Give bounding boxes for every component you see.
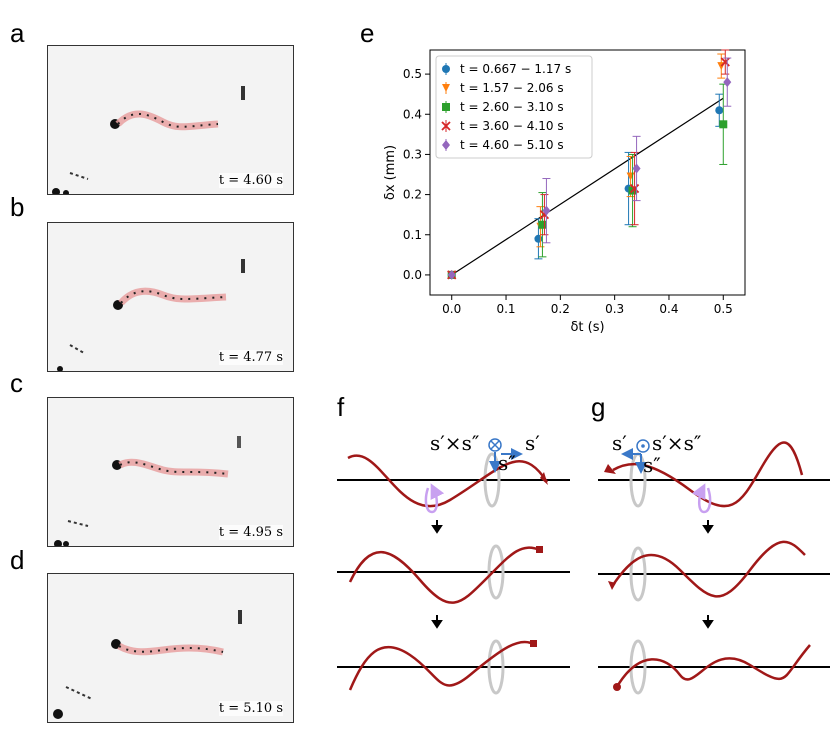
micrograph-b-image [57, 259, 245, 371]
time-label-c: t = 4.95 s [218, 525, 283, 540]
micrograph-b: t = 4.77 s [47, 222, 294, 372]
normal-label-g: s″ [643, 453, 661, 477]
legend-label: t = 3.60 − 4.10 s [460, 119, 564, 133]
helix-schematics: s′×s″ s′ s″ s′ s′×s″ s″ [337, 431, 830, 695]
x-tick-label: 0.3 [605, 302, 624, 316]
data-point [719, 120, 728, 129]
panel-label-d: d [10, 545, 25, 575]
fit-line [451, 97, 724, 276]
x-tick-label: 0.5 [714, 302, 733, 316]
panel-label-g: g [591, 392, 606, 422]
micrograph-a-image [52, 86, 245, 194]
panel-g-row-1: s′ s′×s″ s″ [598, 431, 830, 514]
data-point [629, 183, 640, 194]
data-point [723, 77, 732, 88]
data-point [534, 234, 543, 243]
y-axis-label: δx (mm) [383, 145, 398, 200]
legend-marker [441, 121, 451, 131]
legend-marker [442, 140, 450, 150]
y-tick-label: 0.5 [403, 67, 422, 81]
chart-e: 0.0 0.1 0.2 0.3 0.4 0.5 0.0 0.1 0.2 0.3 0.4 0.5 δt (… [383, 49, 746, 335]
legend-marker [442, 103, 450, 111]
x-axis-label: δt (s) [570, 320, 604, 335]
data-point [715, 106, 724, 115]
tangent-label-g: s′ [612, 431, 627, 455]
data-point [542, 205, 551, 216]
panel-label-b: b [10, 192, 25, 222]
panel-f-row-1: s′×s″ s′ s″ [337, 431, 570, 514]
y-tick-label: 0.3 [403, 147, 422, 161]
legend-marker [442, 84, 450, 92]
x-tick-label: 0.2 [551, 302, 570, 316]
y-tick-label: 0.0 [403, 268, 422, 282]
legend-label: t = 2.60 − 3.10 s [460, 100, 564, 114]
micrograph-d: t = 5.10 s [47, 573, 294, 723]
panel-label-a: a [10, 18, 25, 48]
data-point [447, 269, 456, 280]
panel-g-row-2 [598, 540, 830, 602]
legend-label: t = 0.667 − 1.17 s [460, 62, 571, 76]
tangent-label-f: s′ [525, 431, 540, 455]
legend-marker [442, 65, 450, 73]
micrograph-c-image [54, 436, 241, 546]
x-tick-label: 0.0 [442, 302, 461, 316]
panel-f-row-3 [337, 639, 570, 695]
time-label-d: t = 5.10 s [218, 701, 283, 716]
data-point [538, 220, 547, 229]
micrograph-d-image [53, 610, 242, 719]
y-tick-label: 0.2 [403, 188, 422, 202]
time-label-a: t = 4.60 s [218, 173, 283, 188]
data-point [632, 163, 641, 174]
legend-label: t = 4.60 − 5.10 s [460, 138, 564, 152]
micrograph-a: t = 4.60 s [47, 45, 294, 195]
legend-label: t = 1.57 − 2.06 s [460, 81, 564, 95]
micrograph-c: t = 4.95 s [47, 397, 294, 547]
data-point [626, 172, 635, 181]
legend-box [435, 55, 593, 159]
plot-frame [429, 49, 746, 296]
panel-g-row-3 [598, 639, 830, 695]
panel-label-c: c [10, 368, 23, 398]
y-tick-label: 0.1 [403, 228, 422, 242]
panel-f-row-2 [337, 544, 570, 604]
y-tick-label: 0.4 [403, 107, 422, 121]
panel-label-e: e [360, 18, 375, 48]
x-tick-label: 0.4 [659, 302, 678, 316]
x-tick-label: 0.1 [496, 302, 515, 316]
data-point [720, 57, 730, 67]
time-label-b: t = 4.77 s [218, 350, 283, 365]
cross-product-label-g: s′×s″ [652, 431, 701, 455]
panel-label-f: f [337, 392, 345, 422]
cross-product-label-f: s′×s″ [430, 431, 479, 455]
normal-label-f: s″ [498, 451, 516, 475]
